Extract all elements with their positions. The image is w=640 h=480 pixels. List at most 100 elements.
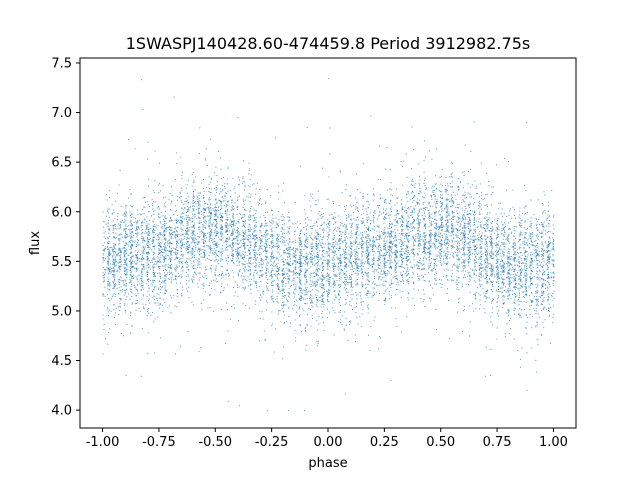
data-point <box>373 241 375 243</box>
data-point <box>133 235 135 237</box>
data-point <box>247 240 249 242</box>
data-point <box>310 261 312 263</box>
data-point <box>517 349 519 351</box>
data-point <box>164 292 166 294</box>
data-point <box>446 214 448 216</box>
data-point <box>452 254 454 256</box>
data-point <box>181 208 183 210</box>
data-point <box>452 163 454 165</box>
data-point <box>351 249 353 251</box>
data-point <box>286 232 288 234</box>
data-point <box>454 251 456 253</box>
data-point <box>272 280 274 282</box>
data-point <box>307 237 309 239</box>
data-point <box>310 285 312 287</box>
data-point <box>467 275 469 277</box>
data-point <box>147 228 149 230</box>
data-point <box>203 299 205 301</box>
data-point <box>238 270 240 272</box>
data-point <box>163 243 165 245</box>
data-point <box>542 257 544 259</box>
data-point <box>400 253 402 255</box>
data-point <box>244 242 246 244</box>
data-point <box>329 220 331 222</box>
data-point <box>494 276 496 278</box>
data-point <box>355 233 357 235</box>
data-point <box>314 222 316 224</box>
data-point <box>457 237 459 239</box>
data-point <box>372 243 374 245</box>
data-point <box>485 262 487 264</box>
data-point <box>231 202 233 204</box>
data-point <box>207 232 209 234</box>
data-point <box>137 220 139 222</box>
data-point <box>361 325 363 327</box>
data-point <box>448 231 450 233</box>
data-point <box>336 256 338 258</box>
data-point <box>342 231 344 233</box>
data-point <box>249 247 251 249</box>
data-point <box>396 250 398 252</box>
data-point <box>509 249 511 251</box>
data-point <box>277 224 279 226</box>
data-point <box>283 301 285 303</box>
data-point <box>395 251 397 253</box>
data-point <box>485 219 487 221</box>
data-point <box>264 217 266 219</box>
data-point <box>340 261 342 263</box>
data-point <box>244 215 246 217</box>
data-point <box>502 264 504 266</box>
data-point <box>526 275 528 277</box>
data-point <box>418 199 420 201</box>
data-point <box>366 239 368 241</box>
data-point <box>221 215 223 217</box>
data-point <box>315 236 317 238</box>
data-point <box>418 226 420 228</box>
data-point <box>401 228 403 230</box>
data-point <box>480 274 482 276</box>
data-point <box>528 242 530 244</box>
data-point <box>274 137 276 139</box>
data-point <box>513 249 514 251</box>
data-point <box>312 272 314 274</box>
data-point <box>299 246 301 248</box>
data-point <box>468 274 470 276</box>
data-point <box>435 308 437 310</box>
data-point <box>288 270 290 272</box>
data-point <box>536 299 538 301</box>
data-point <box>372 270 374 272</box>
data-point <box>152 208 154 210</box>
data-point <box>168 245 170 247</box>
data-point <box>208 236 210 238</box>
data-point <box>508 251 510 253</box>
data-point <box>208 254 210 256</box>
data-point <box>486 256 488 258</box>
data-point <box>112 231 114 233</box>
data-point <box>118 247 120 249</box>
data-point <box>126 264 128 266</box>
data-point <box>518 278 520 280</box>
data-point <box>424 185 426 187</box>
data-point <box>323 276 325 278</box>
data-point <box>249 263 251 265</box>
data-point <box>174 278 176 280</box>
data-point <box>400 240 402 242</box>
data-point <box>459 229 461 231</box>
data-point <box>305 256 307 258</box>
data-point <box>343 268 345 270</box>
data-point <box>543 221 545 223</box>
data-point <box>201 214 203 216</box>
data-point <box>484 312 486 314</box>
data-point <box>209 259 211 261</box>
data-point <box>435 258 437 260</box>
data-point <box>350 251 352 253</box>
data-point <box>257 253 259 255</box>
data-point <box>198 216 199 218</box>
data-point <box>193 179 195 181</box>
data-point <box>341 324 343 326</box>
data-point <box>199 200 201 202</box>
data-point <box>431 270 433 272</box>
data-point <box>157 288 159 290</box>
data-point <box>304 328 306 330</box>
data-point <box>185 200 187 202</box>
